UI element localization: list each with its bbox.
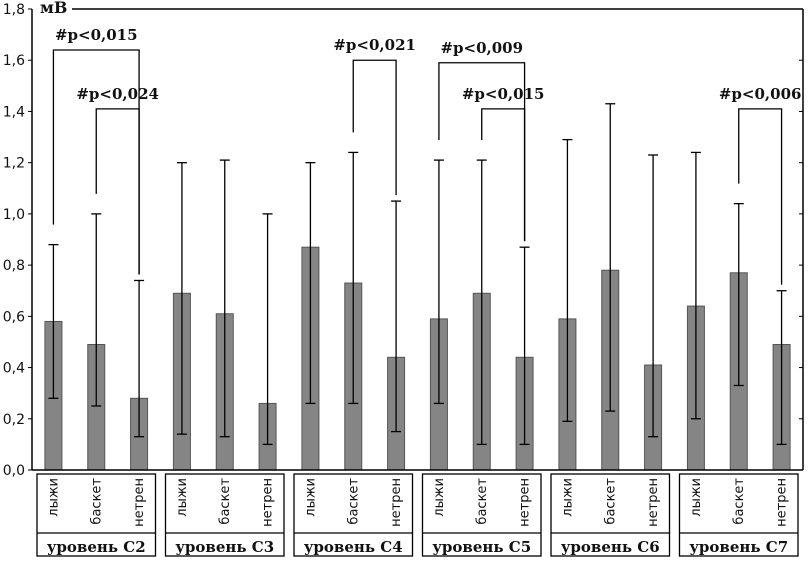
- y-unit-label: мВ: [40, 0, 67, 17]
- significance-label-5: #p<0,006: [719, 85, 802, 103]
- category-label-g5-2: нетрен: [518, 478, 533, 527]
- axes-layer: 0,0 0,2 0,4 0,6 0,8 1,0 1,2 1,4 1,6 1,8: [3, 2, 804, 479]
- group-label-3: уровень С3: [175, 538, 274, 556]
- annotations-layer: #p<0,015 #p<0,024 #p<0,021 #p<0,009 #p<0,015…: [52, 26, 802, 285]
- y-tick-label-3: 0,6: [3, 309, 25, 325]
- y-tick-label-1: 0,2: [3, 412, 25, 428]
- significance-bracket-2: [352, 59, 397, 196]
- significance-bracket-1: [95, 108, 140, 275]
- significance-label-2: #p<0,021: [333, 36, 416, 54]
- category-label-g4-1: баскет: [346, 478, 361, 525]
- category-label-g6-0: лыжи: [560, 478, 575, 517]
- group-box-2: [36, 473, 157, 557]
- category-label-g6-1: баскет: [603, 478, 618, 525]
- bars-layer: [44, 103, 791, 471]
- category-label-g2-1: баскет: [89, 478, 104, 525]
- group-box-5: [421, 473, 542, 557]
- category-label-g5-0: лыжи: [432, 478, 447, 517]
- category-label-g2-0: лыжи: [46, 478, 61, 517]
- category-labels-layer: уровень С2 лыжи баскет нетрен уровень С3 лыжи…: [36, 473, 799, 557]
- y-tick-label-4: 0,8: [3, 258, 25, 274]
- group-box-6: [550, 473, 671, 557]
- category-label-g4-2: нетрен: [389, 478, 404, 527]
- category-label-g3-0: лыжи: [175, 478, 190, 517]
- y-tick-label-5: 1,0: [3, 207, 25, 223]
- group-label-5: уровень С5: [432, 538, 531, 556]
- category-label-g5-1: баскет: [475, 478, 490, 525]
- y-tick-label-8: 1,6: [3, 53, 25, 69]
- category-label-g4-0: лыжи: [303, 478, 318, 517]
- category-label-g2-2: нетрен: [132, 478, 147, 527]
- y-tick-label-2: 0,4: [3, 361, 25, 377]
- y-tick-label-7: 1,4: [3, 104, 25, 120]
- group-box-3: [164, 473, 285, 557]
- significance-bracket-4: [481, 108, 526, 242]
- category-label-g3-1: баскет: [218, 478, 233, 525]
- group-label-2: уровень С2: [47, 538, 146, 556]
- y-tick-label-6: 1,2: [3, 156, 25, 172]
- category-label-g7-0: лыжи: [689, 478, 704, 517]
- group-box-7: [678, 473, 799, 557]
- significance-label-1: #p<0,024: [76, 85, 159, 103]
- category-label-g3-2: нетрен: [261, 478, 276, 527]
- significance-label-3: #p<0,009: [440, 39, 523, 57]
- significance-label-4: #p<0,015: [462, 85, 545, 103]
- group-label-7: уровень С7: [689, 538, 788, 556]
- y-tick-label-0: 0,0: [3, 463, 25, 479]
- significance-label-0: #p<0,015: [55, 26, 138, 44]
- significance-bracket-5: [738, 108, 783, 285]
- category-label-g7-2: нетрен: [775, 478, 790, 527]
- category-label-g6-2: нетрен: [646, 478, 661, 527]
- group-label-4: уровень С4: [304, 538, 403, 556]
- group-box-4: [293, 473, 414, 557]
- category-label-g7-1: баскет: [732, 478, 747, 525]
- group-label-6: уровень С6: [561, 538, 660, 556]
- y-tick-label-9: 1,8: [3, 2, 25, 18]
